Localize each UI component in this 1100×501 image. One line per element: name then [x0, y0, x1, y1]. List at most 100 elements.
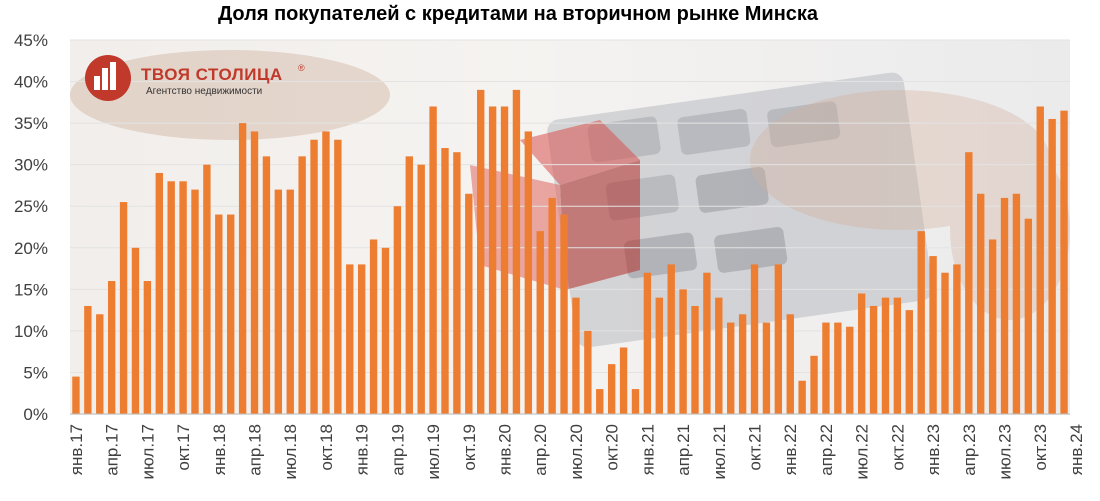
- bar: [215, 214, 223, 414]
- bar: [738, 314, 747, 414]
- x-tick-label: апр.23: [960, 424, 979, 476]
- bar: [846, 326, 854, 414]
- bar: [667, 264, 675, 414]
- bar: [810, 355, 818, 414]
- x-tick-label: апр.18: [246, 424, 265, 476]
- y-axis-ticks: 0% 5% 10% 15% 20% 25% 30% 35% 40% 45%: [14, 31, 48, 424]
- bar: [227, 214, 235, 414]
- bar: [715, 297, 723, 414]
- y-tick-label: 25%: [14, 197, 48, 216]
- x-tick-label: окт.18: [317, 424, 336, 471]
- x-tick-label: июл.21: [710, 424, 729, 479]
- bar: [107, 281, 116, 414]
- bar: [96, 314, 104, 414]
- x-tick-label: июл.22: [853, 424, 872, 479]
- bar: [465, 193, 473, 414]
- bar: [1000, 197, 1009, 414]
- x-tick-label: окт.19: [460, 424, 479, 471]
- bar: [881, 297, 890, 414]
- bar: [322, 131, 330, 415]
- bar: [905, 310, 913, 414]
- bar: [786, 314, 794, 414]
- bar: [560, 214, 568, 414]
- bar: [429, 106, 437, 415]
- bar: [417, 164, 425, 414]
- bar: [250, 131, 259, 415]
- bar: [131, 247, 140, 414]
- bar: [834, 322, 842, 414]
- bar: [655, 297, 663, 414]
- bar: [548, 197, 556, 414]
- bar: [143, 281, 152, 414]
- y-tick-label: 45%: [14, 31, 48, 50]
- x-tick-label: апр.19: [388, 424, 407, 476]
- bar: [750, 264, 759, 414]
- bar: [1048, 118, 1056, 415]
- x-tick-label: апр.22: [817, 424, 836, 476]
- bar: [1024, 218, 1033, 414]
- bar: [1060, 110, 1068, 414]
- bar: [1012, 193, 1021, 414]
- bar: [798, 380, 806, 414]
- x-tick-label: янв.24: [1067, 424, 1086, 475]
- bar: [72, 376, 80, 414]
- chart-title: Доля покупателей с кредитами на вторично…: [218, 3, 819, 25]
- y-tick-label: 0%: [23, 405, 48, 424]
- x-tick-label: окт.20: [603, 424, 622, 471]
- bar: [679, 289, 687, 414]
- grid-lines: [70, 39, 1070, 373]
- bar: [941, 272, 949, 414]
- logo-building-icon: [94, 76, 100, 90]
- bar: [584, 330, 592, 414]
- bar: [977, 193, 985, 414]
- y-tick-label: 15%: [14, 280, 48, 299]
- bar: [357, 264, 366, 414]
- y-tick-label: 5%: [23, 363, 48, 382]
- bar: [119, 202, 128, 414]
- bar: [203, 164, 211, 414]
- bar: [643, 272, 652, 414]
- x-tick-label: апр.17: [103, 424, 122, 476]
- x-axis-ticks: янв.17 апр.17 июл.17 окт.17 янв.18 апр.18 июл.…: [67, 424, 1086, 479]
- brand-name: ТВОЯ СТОЛИЦА: [141, 65, 283, 84]
- bar: [929, 256, 937, 414]
- bar: [477, 89, 485, 415]
- bar: [988, 239, 997, 414]
- x-tick-label: июл.18: [281, 424, 300, 479]
- brand-tagline: Агентство недвижимости: [146, 86, 262, 97]
- background-photo: [70, 40, 1070, 415]
- x-tick-label: окт.17: [174, 424, 193, 471]
- x-tick-label: янв.19: [353, 424, 372, 475]
- bar: [334, 139, 342, 415]
- bar-series: [72, 89, 1068, 415]
- x-tick-label: янв.22: [781, 424, 800, 475]
- y-tick-label: 20%: [14, 239, 48, 258]
- x-tick-label: окт.22: [888, 424, 907, 471]
- x-tick-label: янв.23: [924, 424, 943, 475]
- bar: [238, 123, 247, 415]
- bar: [262, 156, 271, 415]
- y-tick-label: 35%: [14, 114, 48, 133]
- brand-logo: ТВОЯ СТОЛИЦА ® Агентство недвижимости: [85, 55, 305, 101]
- bar: [453, 152, 461, 414]
- logo-building-icon-2: [102, 68, 108, 90]
- bar: [84, 305, 92, 414]
- bar: [691, 305, 699, 414]
- bar: [286, 189, 294, 414]
- bar: [965, 152, 973, 414]
- x-tick-label: янв.18: [210, 424, 229, 475]
- x-tick-label: окт.21: [746, 424, 765, 471]
- y-tick-label: 10%: [14, 322, 48, 341]
- bar: [393, 206, 402, 414]
- bar: [762, 322, 771, 414]
- bar: [572, 297, 580, 414]
- bar: [524, 131, 533, 415]
- bar: [298, 156, 306, 415]
- x-tick-label: июл.19: [424, 424, 443, 479]
- logo-building-icon-3: [110, 62, 116, 90]
- bar: [441, 148, 449, 415]
- bar: [155, 172, 163, 414]
- bar: [893, 297, 902, 414]
